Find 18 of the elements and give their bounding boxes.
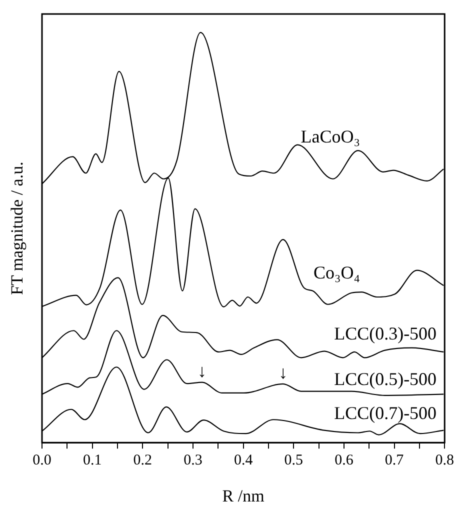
series-label: LCC(0.3)-500 [334,324,437,344]
x-tick-label: 0.3 [184,452,202,469]
x-tick-label: 0.2 [133,452,152,469]
x-tick-label: 0.7 [384,452,404,469]
x-tick-label: 0.4 [234,452,254,469]
x-tick-label: 0.5 [284,452,304,469]
x-tick-label: 0.6 [334,452,354,469]
series-label: LaCoO₃ [300,126,360,147]
series-label: Co₃O₄ [314,262,360,282]
annotation: ↓ [198,361,207,382]
x-tick-label: 0.1 [82,452,102,469]
annotation: ↓ [278,362,288,383]
x-axis-title: R /nm [222,486,264,506]
series-label: LCC(0.7)-500 [334,403,437,424]
y-axis-title: FT magnitude / a.u. [7,162,26,295]
x-tick-label: 0.8 [435,452,454,469]
series-label: LCC(0.5)-500 [334,369,437,390]
x-tick-label: 0.0 [32,452,52,469]
